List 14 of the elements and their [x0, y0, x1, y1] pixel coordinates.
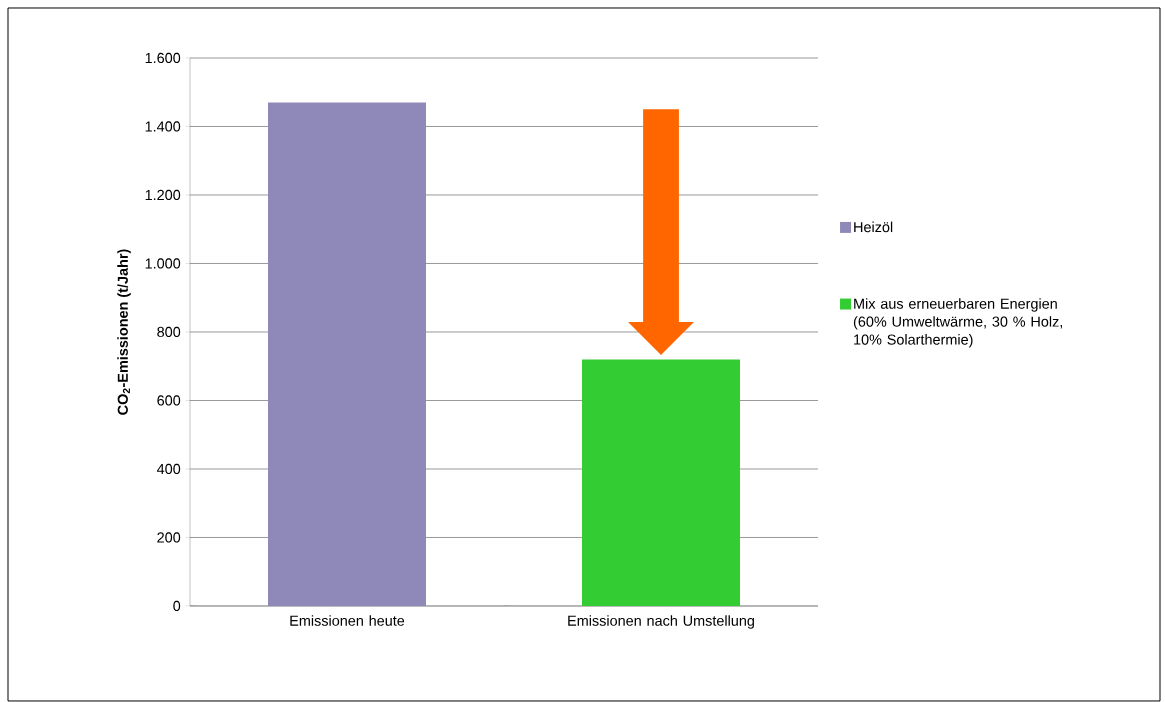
y-tick-label: 200 [157, 532, 181, 543]
y-tick-label: 1.000 [145, 258, 181, 269]
legend-label: Mix aus erneuerbaren Energien (60% Umweltwärme, 30 % Holz, 10% Solarthermie) [853, 298, 1063, 348]
y-tick-label: 1.600 [145, 52, 181, 64]
y-tick-label: 1.400 [145, 121, 181, 132]
x-tick-label: Emissionen heute [290, 615, 405, 626]
y-tick-label: 1.200 [145, 189, 181, 201]
y-tick-label: 600 [157, 395, 181, 406]
text: CO$_{2}$-Emissionen (t/Jahr) [117, 249, 131, 415]
legend-label: Heizöl [854, 221, 893, 233]
x-tick-label: Emissionen nach Umstellung [568, 615, 754, 629]
y-tick-label: 400 [156, 463, 181, 475]
y-tick-label: 0 [173, 600, 181, 612]
y-tick-label: 800 [157, 326, 181, 338]
